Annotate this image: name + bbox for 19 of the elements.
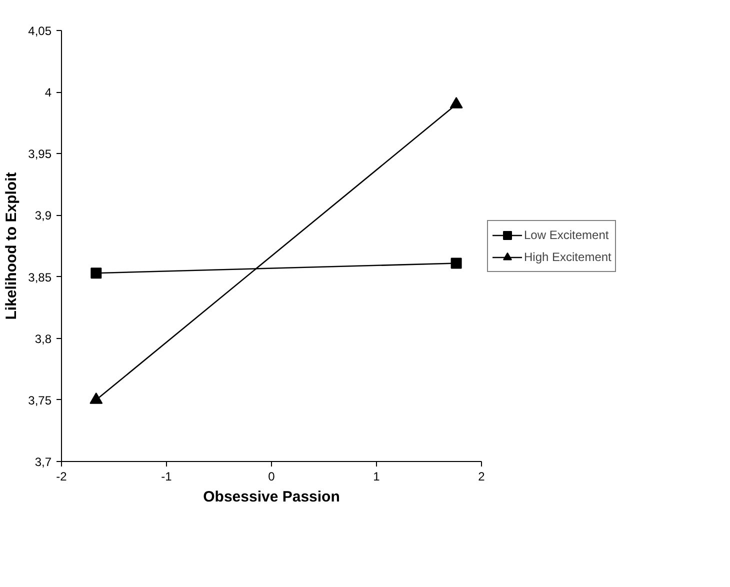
y-tick-label: 4 [44, 86, 52, 100]
y-tick-label: 3,8 [34, 332, 52, 346]
x-tick-label: 2 [478, 470, 486, 484]
y-tick-label: 3,9 [34, 208, 52, 223]
y-tick-label: 3,7 [34, 455, 52, 469]
point [450, 258, 462, 269]
x-tick-label: 1 [373, 470, 380, 484]
y-tick-label: 3,95 [28, 147, 52, 162]
legend-label: Low Excitement [524, 228, 609, 242]
y-tick-label: 3,75 [28, 393, 52, 408]
x-tick-label: -2 [56, 470, 68, 484]
point [90, 268, 102, 279]
y-tick-label: 3,85 [28, 270, 52, 284]
x-tick-label: 0 [268, 470, 276, 484]
y-tick-label: 4,05 [28, 24, 52, 38]
x-tick-label: -1 [161, 470, 172, 484]
x-axis-title: Obsessive Passion [203, 488, 340, 506]
y-axis-title: Likelihood to Exploit [3, 172, 20, 320]
legend-label: High Excitement [524, 250, 612, 264]
